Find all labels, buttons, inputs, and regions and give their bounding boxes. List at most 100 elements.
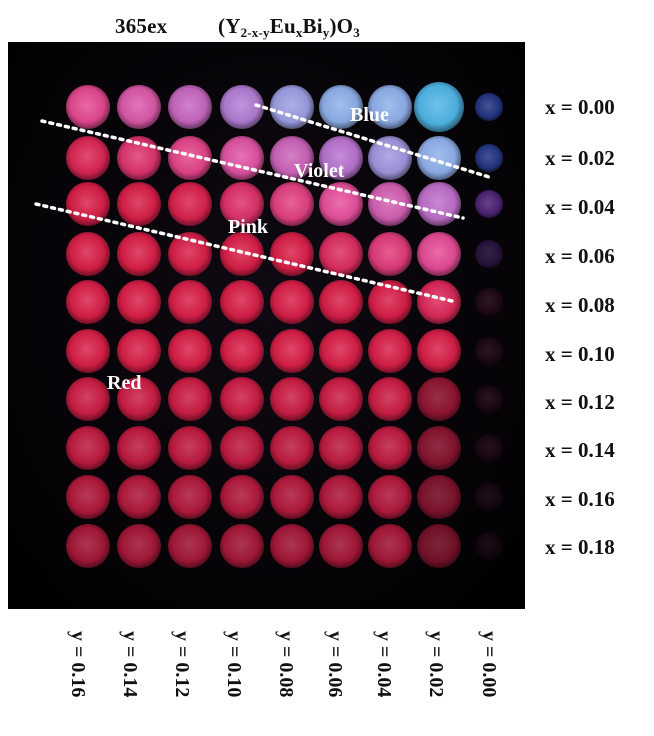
- sample-well: [117, 426, 161, 470]
- sample-well: [168, 329, 212, 373]
- sample-well: [168, 280, 212, 324]
- sample-well: [66, 377, 110, 421]
- sample-well: [66, 426, 110, 470]
- wells-layer: [66, 82, 503, 568]
- row-label: x = 0.00: [545, 95, 615, 119]
- sample-well: [66, 232, 110, 276]
- sample-well: [319, 232, 363, 276]
- sample-well: [417, 136, 461, 180]
- sample-well: [475, 93, 503, 121]
- region-label-red: Red: [107, 372, 141, 394]
- sample-well: [66, 524, 110, 568]
- formula-part: Eu: [269, 14, 296, 38]
- sample-well: [66, 136, 110, 180]
- sample-well: [319, 475, 363, 519]
- sample-well: [168, 136, 212, 180]
- sample-well: [168, 475, 212, 519]
- sample-well: [168, 426, 212, 470]
- column-label: y = 0.16: [67, 631, 89, 698]
- formula-part: Bi: [302, 14, 323, 38]
- sample-well: [117, 182, 161, 226]
- pink-red-boundary-line: [34, 202, 454, 303]
- sample-well: [168, 377, 212, 421]
- sample-well: [168, 182, 212, 226]
- sample-well: [270, 524, 314, 568]
- sample-well: [117, 280, 161, 324]
- sample-well: [220, 85, 264, 129]
- column-label: y = 0.12: [171, 631, 193, 698]
- sample-well: [66, 475, 110, 519]
- row-label: x = 0.18: [545, 535, 615, 559]
- column-label: y = 0.00: [478, 631, 500, 698]
- row-label: x = 0.02: [545, 146, 615, 170]
- sample-well: [368, 377, 412, 421]
- sample-well: [368, 329, 412, 373]
- sample-well: [319, 182, 363, 226]
- region-boundaries: [34, 103, 491, 303]
- sample-well: [319, 136, 363, 180]
- sample-well-grid: Blue Violet Pink Red: [34, 82, 503, 568]
- row-label: x = 0.08: [545, 293, 615, 317]
- title-excitation: 365ex: [115, 14, 168, 38]
- sample-well: [220, 232, 264, 276]
- sample-well: [270, 329, 314, 373]
- sample-well: [475, 483, 503, 511]
- sample-well: [270, 85, 314, 129]
- sample-well: [220, 426, 264, 470]
- sample-well: [168, 85, 212, 129]
- sample-well: [414, 82, 464, 132]
- sample-well: [270, 377, 314, 421]
- row-label: x = 0.06: [545, 244, 615, 268]
- sample-well: [117, 329, 161, 373]
- sample-well: [417, 475, 461, 519]
- formula-part: )O: [329, 14, 354, 38]
- row-label: x = 0.16: [545, 487, 615, 511]
- sample-well: [368, 85, 412, 129]
- formula-subscript: y: [322, 25, 330, 40]
- sample-well: [168, 524, 212, 568]
- sample-well: [66, 329, 110, 373]
- sample-well: [319, 426, 363, 470]
- sample-well: [475, 337, 503, 365]
- sample-well: [417, 524, 461, 568]
- sample-well: [117, 475, 161, 519]
- sample-well: [220, 136, 264, 180]
- sample-well: [66, 182, 110, 226]
- region-label-violet: Violet: [294, 160, 345, 182]
- formula-part: (Y: [218, 14, 241, 38]
- sample-well: [475, 240, 503, 268]
- column-label: y = 0.02: [425, 631, 447, 698]
- sample-well: [319, 377, 363, 421]
- sample-well: [270, 232, 314, 276]
- column-label: y = 0.04: [373, 631, 395, 698]
- row-label: x = 0.04: [545, 195, 615, 219]
- sample-well: [368, 524, 412, 568]
- sample-well: [220, 182, 264, 226]
- sample-well: [66, 85, 110, 129]
- row-label: x = 0.12: [545, 390, 615, 414]
- sample-well: [417, 377, 461, 421]
- sample-well: [270, 182, 314, 226]
- sample-well: [417, 426, 461, 470]
- sample-well: [368, 136, 412, 180]
- sample-well: [368, 280, 412, 324]
- sample-well: [475, 288, 503, 316]
- sample-well: [319, 329, 363, 373]
- sample-well: [319, 280, 363, 324]
- region-label-pink: Pink: [228, 216, 269, 238]
- column-label: y = 0.08: [275, 631, 297, 698]
- sample-well: [417, 329, 461, 373]
- sample-well: [117, 85, 161, 129]
- sample-well: [368, 426, 412, 470]
- row-label: x = 0.14: [545, 438, 615, 462]
- violet-pink-boundary-line: [40, 119, 465, 220]
- sample-well: [117, 377, 161, 421]
- sample-well: [220, 475, 264, 519]
- sample-well: [368, 182, 412, 226]
- sample-well: [220, 329, 264, 373]
- sample-well: [368, 232, 412, 276]
- sample-well: [475, 190, 503, 218]
- sample-well: [417, 280, 461, 324]
- sample-well: [270, 136, 314, 180]
- sample-well: [66, 280, 110, 324]
